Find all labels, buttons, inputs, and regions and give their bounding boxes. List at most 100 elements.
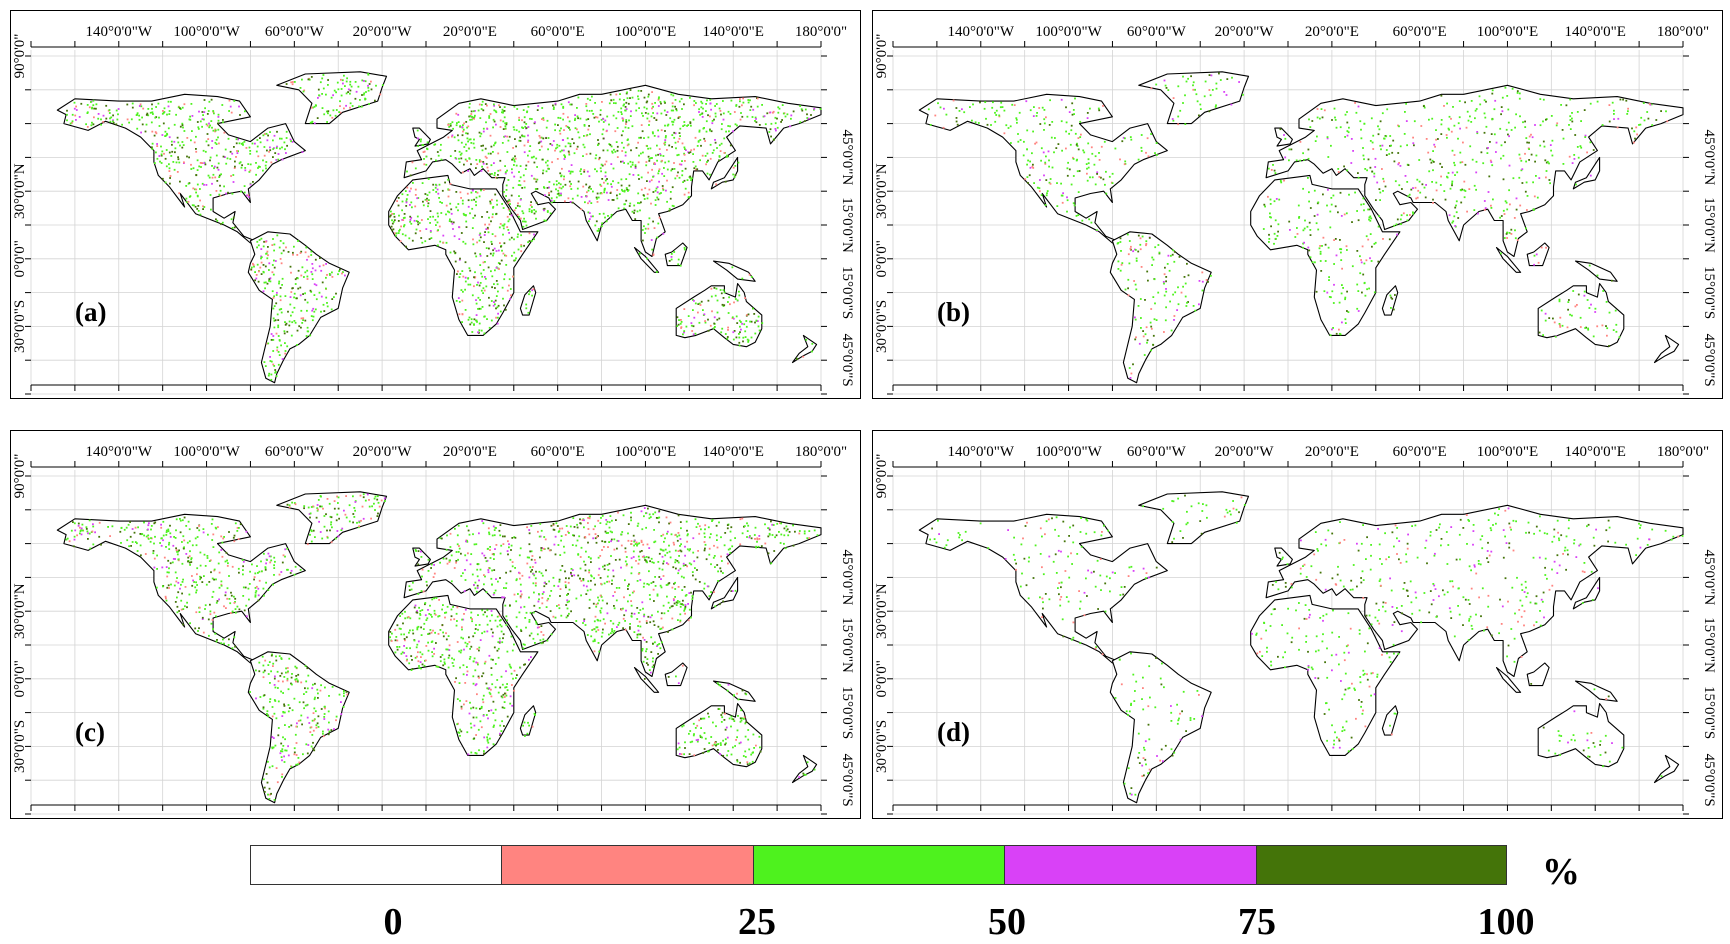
fraction-pixel <box>236 138 238 140</box>
fraction-pixel <box>480 161 482 163</box>
fraction-pixel <box>618 111 620 113</box>
fraction-pixel <box>203 206 205 208</box>
fraction-pixel <box>1551 115 1553 117</box>
fraction-pixel <box>431 237 433 239</box>
fraction-pixel <box>405 205 407 207</box>
fraction-pixel <box>271 244 273 246</box>
fraction-pixel <box>1026 148 1028 150</box>
fraction-pixel <box>473 285 475 287</box>
fraction-pixel <box>297 330 299 332</box>
fraction-pixel <box>560 128 562 130</box>
fraction-pixel <box>1194 89 1196 91</box>
fraction-pixel <box>329 503 331 505</box>
fraction-pixel <box>1132 363 1134 365</box>
fraction-pixel <box>606 116 608 118</box>
fraction-pixel <box>608 124 610 126</box>
fraction-pixel <box>199 607 201 609</box>
fraction-pixel <box>209 101 211 103</box>
fraction-pixel <box>1532 136 1534 138</box>
fraction-pixel <box>731 716 733 718</box>
fraction-pixel <box>467 126 469 128</box>
fraction-pixel <box>518 216 520 218</box>
fraction-pixel <box>405 235 407 237</box>
fraction-pixel <box>311 310 313 312</box>
fraction-pixel <box>519 578 521 580</box>
fraction-pixel <box>212 519 214 521</box>
fraction-pixel <box>1307 177 1309 179</box>
fraction-pixel <box>1118 268 1120 270</box>
fraction-pixel <box>541 625 543 627</box>
fraction-pixel <box>635 167 637 169</box>
fraction-pixel <box>761 104 763 106</box>
right-tick-label: 45°0'0"N <box>839 130 855 186</box>
fraction-pixel <box>435 224 437 226</box>
fraction-pixel <box>414 206 416 208</box>
fraction-pixel <box>1038 107 1040 109</box>
fraction-pixel <box>182 624 184 626</box>
fraction-pixel <box>729 548 731 550</box>
fraction-pixel <box>87 104 89 106</box>
fraction-pixel <box>442 664 444 666</box>
fraction-pixel <box>603 191 605 193</box>
fraction-pixel <box>1317 229 1319 231</box>
fraction-pixel <box>751 337 753 339</box>
top-tick-label: 100°0'0"E <box>615 444 677 460</box>
fraction-pixel <box>352 495 354 497</box>
fraction-pixel <box>249 583 251 585</box>
fraction-pixel <box>265 161 267 163</box>
fraction-pixel <box>744 297 746 299</box>
fraction-pixel <box>281 147 283 149</box>
fraction-pixel <box>151 146 153 148</box>
fraction-pixel <box>481 145 483 147</box>
fraction-pixel <box>715 113 717 115</box>
fraction-pixel <box>547 160 549 162</box>
fraction-pixel <box>217 167 219 169</box>
fraction-pixel <box>1479 95 1481 97</box>
fraction-pixel <box>126 104 128 106</box>
fraction-pixel <box>263 264 265 266</box>
fraction-pixel <box>160 527 162 529</box>
fraction-pixel <box>656 145 658 147</box>
fraction-pixel <box>471 192 473 194</box>
fraction-pixel <box>569 129 571 131</box>
fraction-pixel <box>693 167 695 169</box>
fraction-pixel <box>738 295 740 297</box>
fraction-pixel <box>1371 246 1373 248</box>
fraction-pixel <box>1081 220 1083 222</box>
fraction-pixel <box>648 124 650 126</box>
fraction-pixel <box>426 200 428 202</box>
fraction-pixel <box>466 226 468 228</box>
fraction-pixel <box>341 95 343 97</box>
fraction-pixel <box>1577 111 1579 113</box>
fraction-pixel <box>490 113 492 115</box>
fraction-pixel <box>810 114 812 116</box>
fraction-pixel <box>310 254 312 256</box>
fraction-pixel <box>243 561 245 563</box>
fraction-pixel <box>478 647 480 649</box>
fraction-pixel <box>1364 123 1366 125</box>
fraction-pixel <box>678 154 680 156</box>
fraction-pixel <box>1401 188 1403 190</box>
fraction-pixel <box>1366 259 1368 261</box>
fraction-pixel <box>520 246 522 248</box>
fraction-pixel <box>665 190 667 192</box>
fraction-pixel <box>1048 160 1050 162</box>
right-tick-label: 15°0'0"S <box>839 686 855 739</box>
fraction-pixel <box>531 118 533 120</box>
greenland-landmass <box>1139 72 1249 124</box>
fraction-pixel <box>535 178 537 180</box>
fraction-pixel <box>115 123 117 125</box>
fraction-pixel <box>1335 119 1337 121</box>
fraction-pixel <box>279 655 281 657</box>
fraction-pixel <box>1428 170 1430 172</box>
fraction-pixel <box>109 112 111 114</box>
fraction-pixel <box>1023 141 1025 143</box>
fraction-pixel <box>491 320 493 322</box>
fraction-pixel <box>438 197 440 199</box>
fraction-pixel <box>1515 113 1517 115</box>
fraction-pixel <box>170 175 172 177</box>
fraction-pixel <box>749 274 751 276</box>
fraction-pixel <box>1534 255 1536 257</box>
fraction-pixel <box>588 528 590 530</box>
fraction-pixel <box>93 123 95 125</box>
